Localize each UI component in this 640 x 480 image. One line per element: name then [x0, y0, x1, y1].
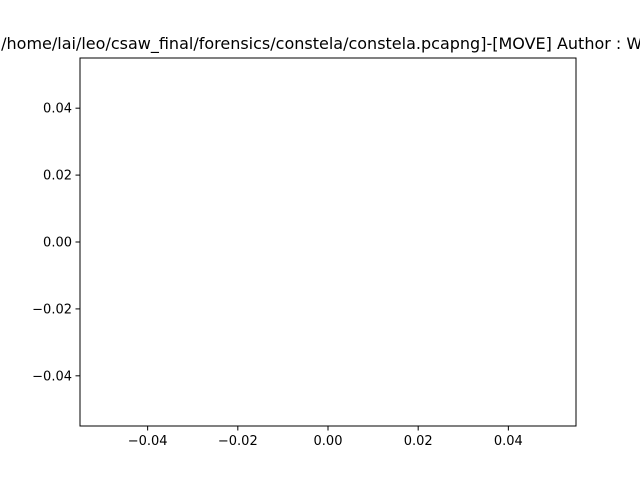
x-tick-label: −0.02 — [218, 434, 258, 449]
y-axis: −0.04 −0.02 0.00 0.02 0.04 — [32, 102, 80, 384]
chart-title: [/home/lai/leo/csaw_final/forensics/cons… — [0, 34, 640, 54]
x-axis: −0.04 −0.02 0.00 0.02 0.04 — [128, 426, 523, 449]
y-tick-label: −0.04 — [32, 369, 72, 384]
x-tick-label: −0.04 — [128, 434, 168, 449]
x-tick-label: 0.04 — [494, 434, 523, 449]
y-tick-label: 0.04 — [43, 102, 72, 117]
x-tick-label: 0.02 — [404, 434, 433, 449]
y-tick-label: 0.00 — [43, 236, 72, 251]
y-tick-label: 0.02 — [43, 169, 72, 184]
plot-area — [79, 57, 577, 427]
y-tick-label: −0.02 — [32, 302, 72, 317]
x-tick-label: 0.00 — [314, 434, 343, 449]
